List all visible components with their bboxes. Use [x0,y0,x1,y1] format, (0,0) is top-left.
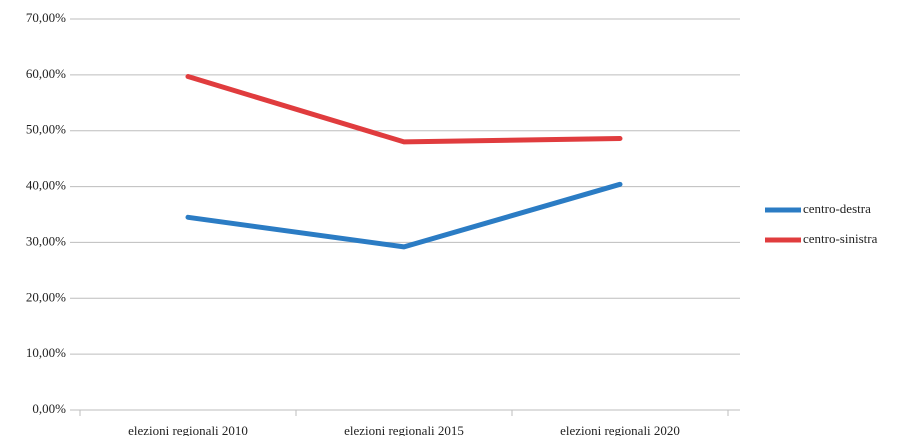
x-tick-label: elezioni regionali 2015 [344,423,464,436]
data-line [185,74,623,145]
x-tick-label: elezioni regionali 2010 [128,423,248,436]
y-tick-label: 40,00% [26,178,66,193]
data-line [185,181,623,250]
y-tick-label: 70,00% [26,10,66,25]
legend-label: centro-sinistra [803,231,878,246]
y-tick-label: 60,00% [26,66,66,81]
legend-label: centro-destra [803,201,871,216]
y-tick-label: 20,00% [26,289,66,304]
y-tick-label: 50,00% [26,122,66,137]
y-tick-label: 30,00% [26,233,66,248]
y-tick-label: 10,00% [26,345,66,360]
x-tick-label: elezioni regionali 2020 [560,423,680,436]
y-tick-label: 0,00% [32,401,66,416]
